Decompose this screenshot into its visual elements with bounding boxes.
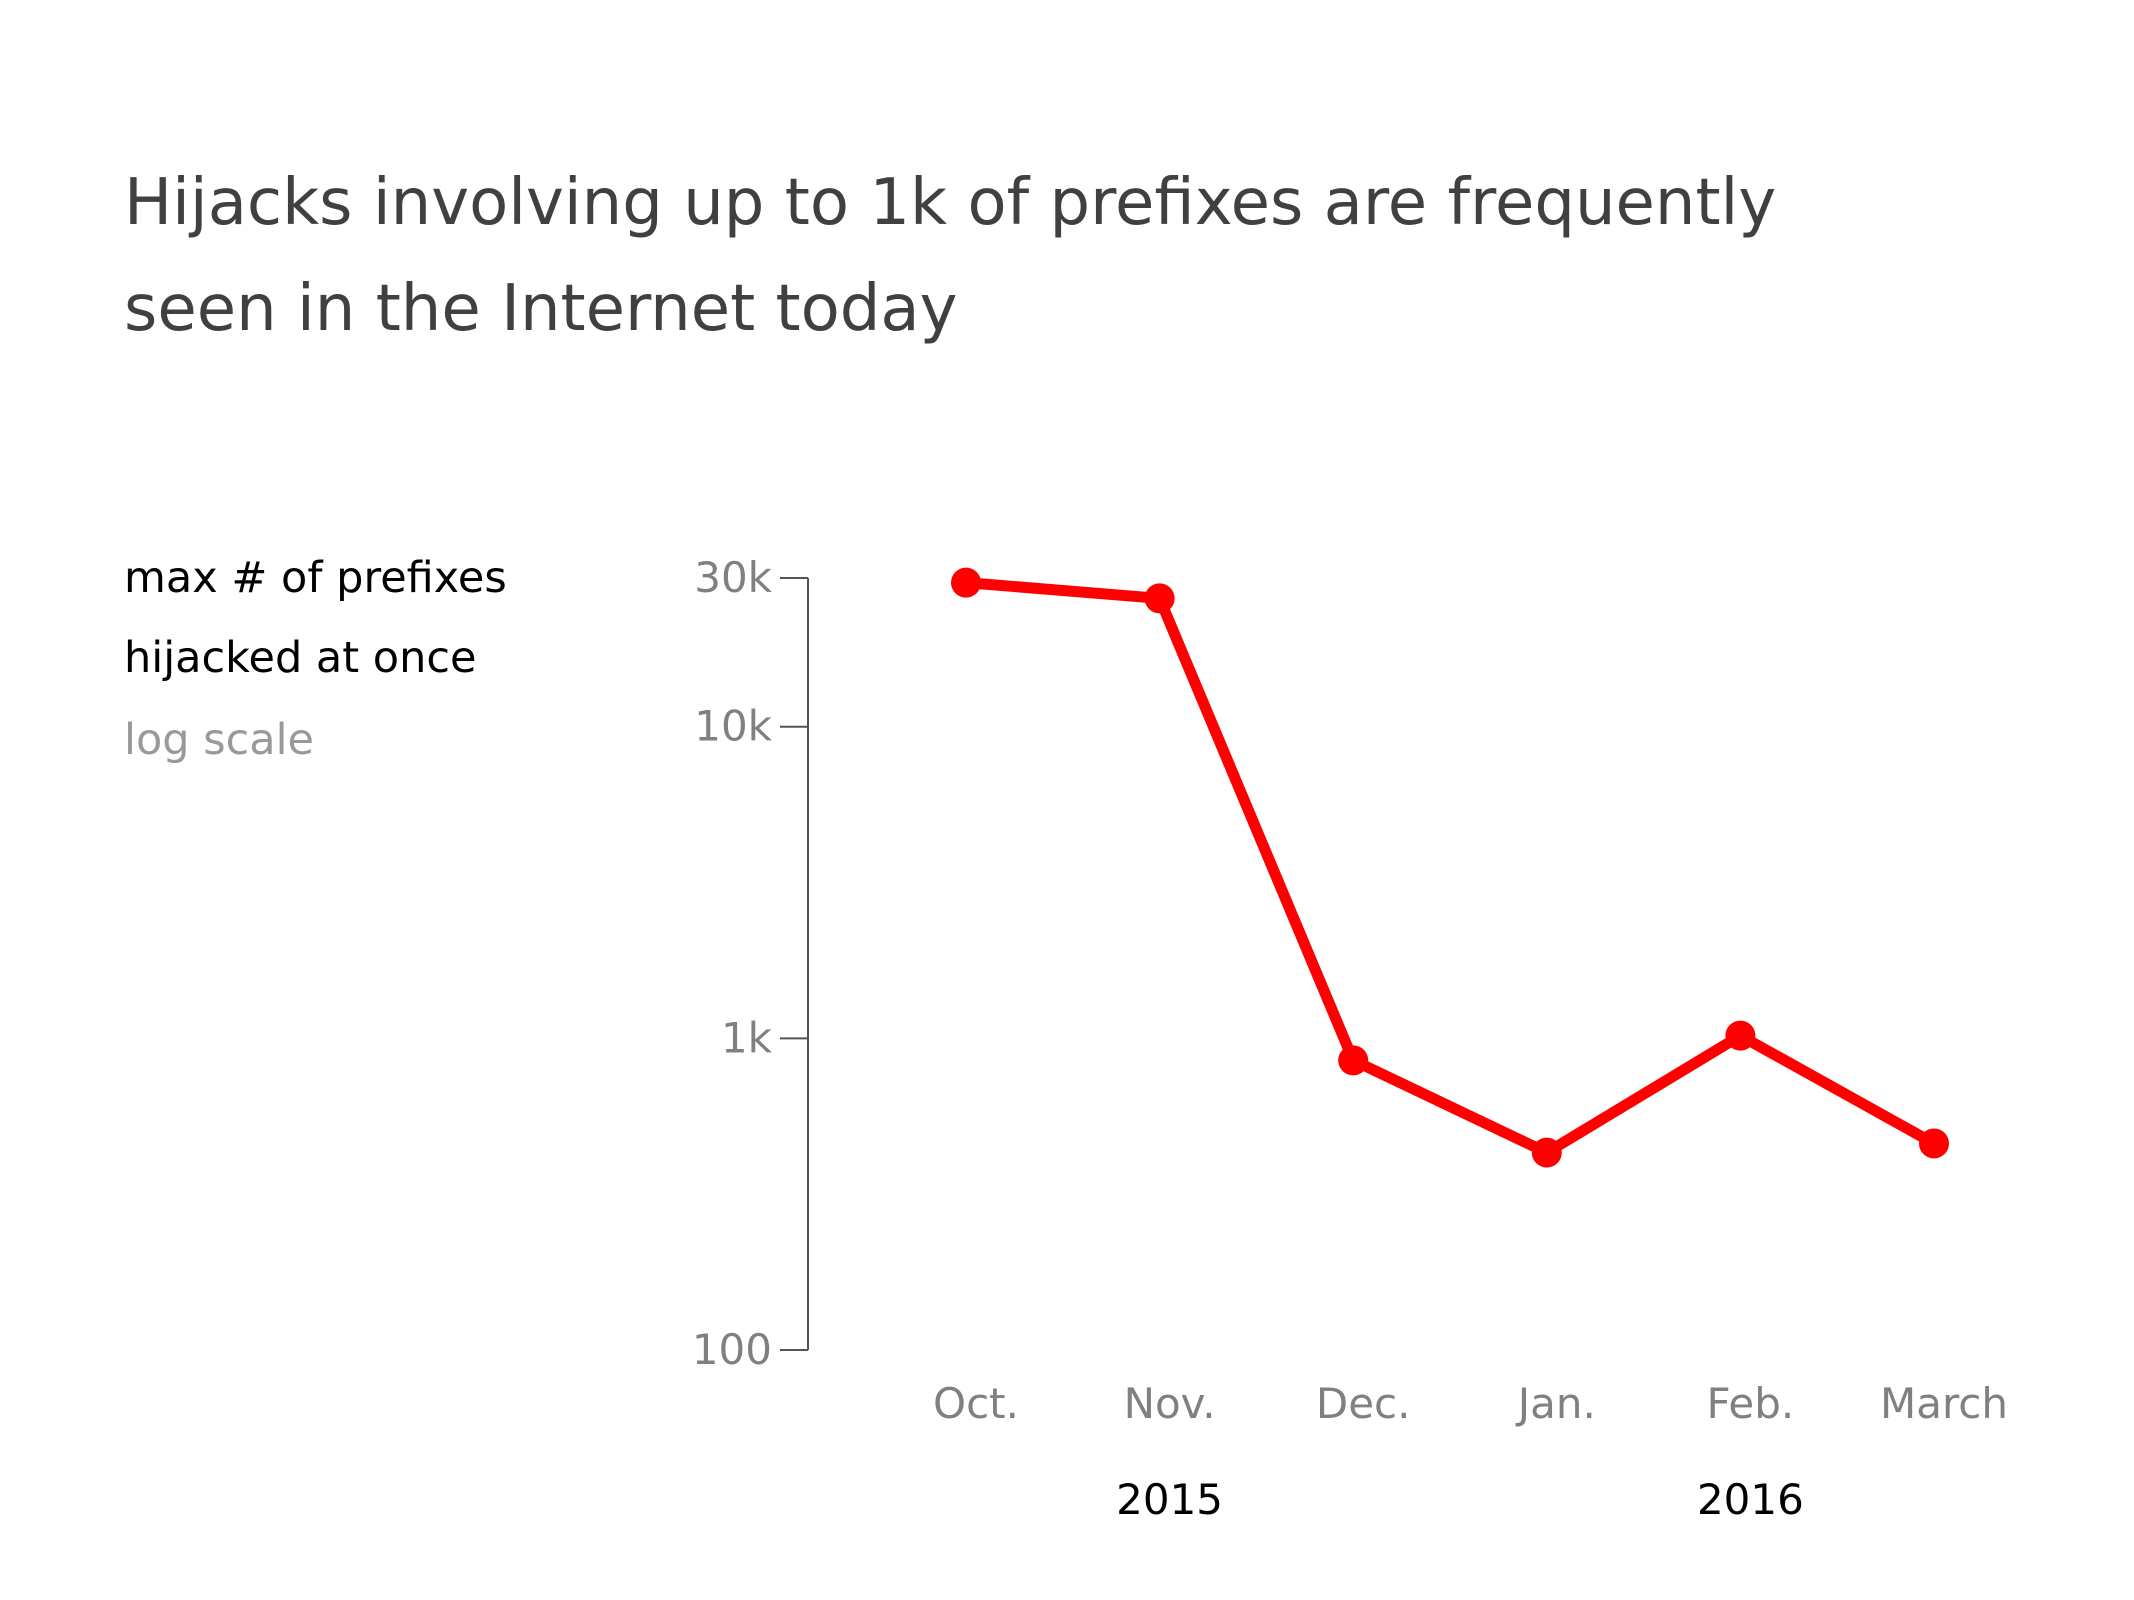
series-0-point-4 <box>1725 1020 1756 1051</box>
series-0-segment-3 <box>1541 1030 1746 1159</box>
y-axis: 30k 10k 1k 100 <box>692 553 809 1374</box>
x-tick-label-5: March <box>1880 1379 2008 1428</box>
y-axis-label-line-1: max # of prefixes <box>124 553 507 603</box>
x-tick-label-2: Dec. <box>1316 1379 1411 1428</box>
x-tick-label-0: Oct. <box>933 1379 1019 1428</box>
series-0-segment-4 <box>1734 1030 1940 1149</box>
series-0-point-1 <box>1144 583 1175 614</box>
series-0-point-2 <box>1338 1045 1369 1076</box>
chart-title: Hijacks involving up to 1k of prefixes a… <box>124 150 2024 362</box>
scale-note: log scale <box>124 715 315 765</box>
series-0-point-0 <box>951 567 981 598</box>
series-0-segment-2 <box>1347 1054 1553 1159</box>
year-label-1: 2016 <box>1697 1475 1804 1524</box>
x-axis-labels: Oct. Nov. Dec. Jan. Feb. March <box>933 1379 2008 1428</box>
y-tick-label-3: 100 <box>692 1325 772 1374</box>
chart-title-line-1: Hijacks involving up to 1k of prefixes a… <box>124 166 1777 240</box>
y-tick-label-0: 30k <box>694 553 772 602</box>
series-0-point-5 <box>1919 1128 1949 1159</box>
x-tick-label-4: Feb. <box>1707 1379 1795 1428</box>
y-axis-label-line-2: hijacked at once <box>124 633 477 683</box>
series <box>951 567 1949 1168</box>
x-tick-label-1: Nov. <box>1124 1379 1216 1428</box>
series-0-segment-0 <box>960 577 1166 604</box>
y-axis-label: max # of prefixes hijacked at once <box>124 538 507 698</box>
chart-title-line-2: seen in the Internet today <box>124 272 958 346</box>
year-labels: 2015 2016 <box>1116 1475 1804 1524</box>
y-tick-label-1: 10k <box>694 702 772 751</box>
y-tick-label-2: 1k <box>721 1013 773 1062</box>
x-tick-label-3: Jan. <box>1515 1379 1596 1428</box>
series-0-point-3 <box>1531 1137 1562 1168</box>
series-0-segment-1 <box>1154 592 1359 1066</box>
year-label-0: 2015 <box>1116 1475 1223 1524</box>
